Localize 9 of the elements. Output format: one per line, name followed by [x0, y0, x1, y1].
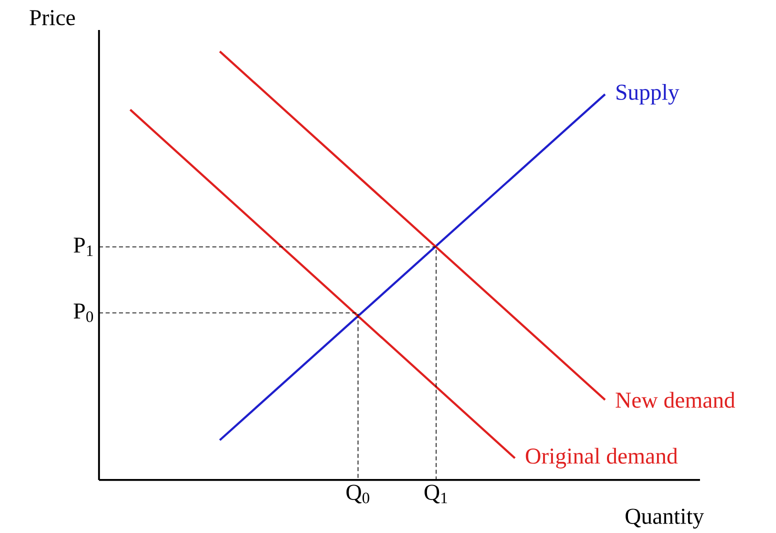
- x-tick-label: Q$_{1}$: [424, 484, 448, 504]
- series-label: Supply: [616, 84, 680, 105]
- series-label: New demand: [616, 392, 736, 408]
- series-label: Original demand: [526, 448, 678, 468]
- y-tick-label: P$_{0}$: [74, 304, 94, 322]
- x-tick-label: Q$_{0}$: [346, 484, 370, 504]
- y-tick-label: P$_{1}$: [74, 238, 93, 256]
- x-axis-title: Quantity: [626, 508, 704, 529]
- y-axis-title: Price: [30, 10, 75, 26]
